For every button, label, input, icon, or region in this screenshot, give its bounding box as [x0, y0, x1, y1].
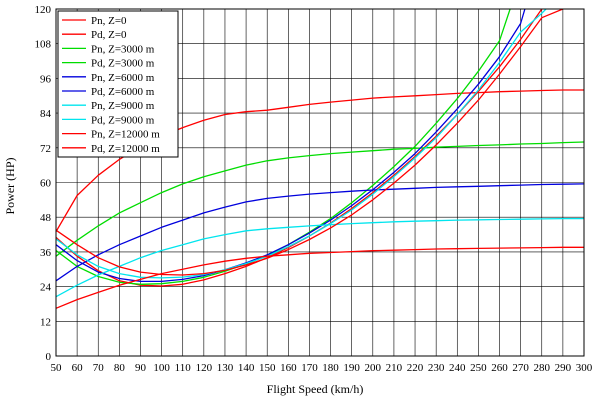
series-line-7: [56, 9, 547, 279]
series-lines: [56, 9, 584, 309]
x-tick-label: 80: [114, 362, 126, 374]
y-axis-label: Power (HP): [3, 158, 17, 215]
x-tick-label: 150: [259, 362, 276, 374]
legend-entry: Pn, Z=12000 m: [91, 129, 160, 141]
x-tick-label: 250: [470, 362, 487, 374]
x-tick-label: 230: [428, 362, 445, 374]
x-axis-label: Flight Speed (km/h): [267, 382, 364, 396]
series-line-4: [56, 183, 584, 282]
x-tick-label: 160: [280, 362, 297, 374]
legend-entry: Pn, Z=3000 m: [91, 43, 155, 55]
legend-entry: Pd, Z=9000 m: [91, 114, 155, 126]
x-tick-label: 120: [196, 362, 213, 374]
series-line-8: [56, 246, 584, 309]
x-tick-label: 90: [135, 362, 147, 374]
y-tick-label: 60: [40, 178, 52, 190]
series-line-2: [56, 141, 584, 257]
x-tick-label: 280: [534, 362, 551, 374]
legend-entry: Pd, Z=0: [91, 29, 127, 41]
x-tick-label: 100: [153, 362, 170, 374]
y-tick-label: 0: [46, 351, 52, 363]
legend-box: [57, 10, 179, 158]
x-tick-label: 170: [301, 362, 318, 374]
y-tick-label: 36: [40, 247, 52, 259]
x-tick-label: 290: [555, 362, 572, 374]
y-tick-label: 120: [35, 4, 52, 16]
x-tick-label: 200: [365, 362, 382, 374]
x-tick-labels: 50 60 70 80 90 100 110 120 130 140 150 160 170 180 190…: [51, 362, 593, 374]
legend-entry: Pn, Z=0: [91, 15, 127, 27]
x-tick-label: 50: [51, 362, 63, 374]
y-tick-label: 84: [40, 108, 52, 120]
legend-entry: Pd, Z=12000 m: [91, 143, 160, 155]
legend: Pn, Z=0 Pd, Z=0 Pn, Z=3000 m Pd, Z=3000 m Pn…: [57, 10, 179, 158]
x-tick-label: 220: [407, 362, 424, 374]
x-tick-label: 300: [576, 362, 593, 374]
legend-entry: Pn, Z=6000 m: [91, 72, 155, 84]
x-tick-label: 70: [93, 362, 105, 374]
y-tick-label: 96: [40, 73, 52, 85]
series-line-6: [56, 217, 584, 298]
y-tick-labels: 0 12 24 36 48 60 72 84 96 108 120: [35, 4, 52, 363]
plot-frame: [55, 8, 585, 357]
legend-entry: Pd, Z=6000 m: [91, 86, 155, 98]
x-tick-label: 110: [175, 362, 192, 374]
x-tick-label: 180: [322, 362, 339, 374]
x-tick-label: 270: [512, 362, 529, 374]
y-tick-label: 72: [40, 143, 51, 155]
series-line-9: [56, 9, 564, 276]
y-tick-label: 12: [40, 316, 51, 328]
x-tick-label: 260: [491, 362, 508, 374]
y-tick-label: 24: [40, 282, 52, 294]
x-tick-label: 240: [449, 362, 466, 374]
x-tick-label: 140: [238, 362, 255, 374]
y-tick-label: 48: [40, 212, 52, 224]
legend-entry: Pd, Z=3000 m: [91, 58, 155, 70]
x-tick-label: 190: [343, 362, 360, 374]
y-tick-label: 108: [35, 39, 52, 51]
x-tick-label: 130: [217, 362, 234, 374]
x-tick-label: 60: [72, 362, 84, 374]
x-tick-label: 210: [386, 362, 403, 374]
legend-entry: Pn, Z=9000 m: [91, 100, 155, 112]
